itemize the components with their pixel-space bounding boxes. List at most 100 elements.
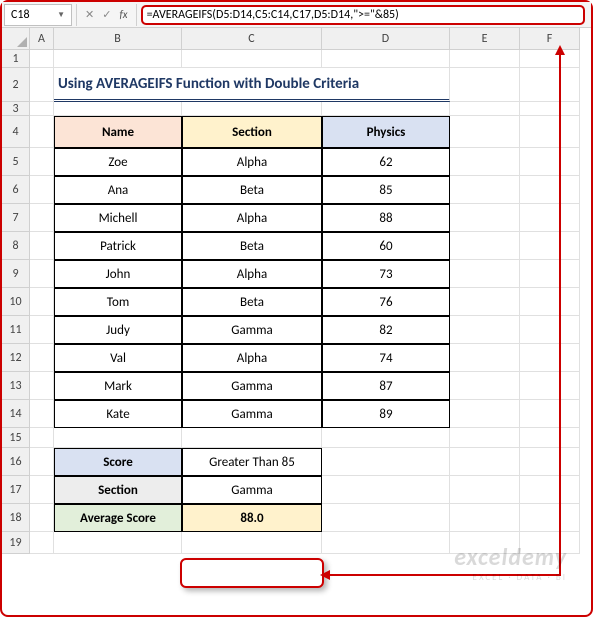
value-average[interactable]: 88.0 bbox=[182, 504, 322, 532]
row-header-15[interactable]: 15 bbox=[2, 428, 30, 448]
th-physics[interactable]: Physics bbox=[322, 116, 450, 148]
row-header-17[interactable]: 17 bbox=[2, 476, 30, 504]
td-physics[interactable]: 87 bbox=[322, 372, 450, 400]
row-header-8[interactable]: 8 bbox=[2, 232, 30, 260]
td-physics[interactable]: 88 bbox=[322, 204, 450, 232]
cell[interactable] bbox=[450, 288, 520, 316]
cell[interactable] bbox=[450, 50, 520, 68]
cell[interactable] bbox=[30, 232, 54, 260]
row-header-18[interactable]: 18 bbox=[2, 504, 30, 532]
td-name[interactable]: Judy bbox=[54, 316, 182, 344]
td-name[interactable]: Mark bbox=[54, 372, 182, 400]
cell[interactable] bbox=[30, 344, 54, 372]
cell[interactable] bbox=[520, 400, 580, 428]
cell[interactable] bbox=[30, 428, 54, 448]
td-name[interactable]: Zoe bbox=[54, 148, 182, 176]
cell[interactable] bbox=[322, 532, 450, 554]
cell[interactable] bbox=[30, 102, 54, 116]
cell[interactable] bbox=[450, 260, 520, 288]
cell[interactable] bbox=[54, 50, 182, 68]
td-physics[interactable]: 73 bbox=[322, 260, 450, 288]
cell[interactable] bbox=[450, 504, 520, 532]
accept-icon[interactable]: ✓ bbox=[102, 8, 111, 21]
row-header-3[interactable]: 3 bbox=[2, 102, 30, 116]
td-name[interactable]: Val bbox=[54, 344, 182, 372]
label-average[interactable]: Average Score bbox=[54, 504, 182, 532]
cell[interactable] bbox=[30, 316, 54, 344]
fx-icon[interactable]: fx bbox=[119, 8, 127, 21]
cell[interactable] bbox=[30, 176, 54, 204]
cell[interactable] bbox=[520, 232, 580, 260]
cell[interactable] bbox=[322, 102, 450, 116]
cell[interactable] bbox=[30, 204, 54, 232]
cell[interactable] bbox=[450, 400, 520, 428]
cell[interactable] bbox=[520, 448, 580, 476]
cell[interactable] bbox=[30, 476, 54, 504]
cell[interactable] bbox=[450, 204, 520, 232]
cell[interactable] bbox=[450, 116, 520, 148]
col-header-D[interactable]: D bbox=[322, 28, 450, 50]
cell[interactable] bbox=[182, 102, 322, 116]
cell[interactable] bbox=[450, 428, 520, 448]
cell[interactable] bbox=[30, 400, 54, 428]
cell[interactable] bbox=[450, 532, 520, 554]
cell[interactable] bbox=[322, 428, 450, 448]
cell[interactable] bbox=[54, 102, 182, 116]
cell[interactable] bbox=[30, 372, 54, 400]
cell[interactable] bbox=[322, 50, 450, 68]
cell[interactable] bbox=[520, 288, 580, 316]
label-section[interactable]: Section bbox=[54, 476, 182, 504]
cell[interactable] bbox=[30, 288, 54, 316]
row-header-6[interactable]: 6 bbox=[2, 176, 30, 204]
td-section[interactable]: Alpha bbox=[182, 204, 322, 232]
td-physics[interactable]: 89 bbox=[322, 400, 450, 428]
cell[interactable] bbox=[450, 372, 520, 400]
cells-container[interactable]: Using AVERAGEIFS Function with Double Cr… bbox=[30, 50, 591, 554]
cell[interactable] bbox=[520, 372, 580, 400]
cell[interactable] bbox=[520, 476, 580, 504]
name-box-dropdown-icon[interactable]: ▼ bbox=[57, 10, 65, 20]
cell[interactable] bbox=[450, 68, 520, 102]
td-name[interactable]: Michell bbox=[54, 204, 182, 232]
td-section[interactable]: Beta bbox=[182, 176, 322, 204]
td-name[interactable]: Ana bbox=[54, 176, 182, 204]
cancel-icon[interactable]: ✕ bbox=[85, 8, 94, 21]
cell[interactable] bbox=[322, 504, 450, 532]
cell[interactable] bbox=[450, 102, 520, 116]
cell[interactable] bbox=[30, 260, 54, 288]
cell[interactable] bbox=[30, 148, 54, 176]
td-section[interactable]: Alpha bbox=[182, 148, 322, 176]
td-physics[interactable]: 82 bbox=[322, 316, 450, 344]
cell[interactable] bbox=[30, 504, 54, 532]
td-section[interactable]: Gamma bbox=[182, 372, 322, 400]
cell[interactable] bbox=[30, 116, 54, 148]
select-all-triangle[interactable] bbox=[2, 28, 30, 50]
th-section[interactable]: Section bbox=[182, 116, 322, 148]
col-header-E[interactable]: E bbox=[450, 28, 520, 50]
cell[interactable] bbox=[54, 428, 182, 448]
row-header-14[interactable]: 14 bbox=[2, 400, 30, 428]
td-physics[interactable]: 76 bbox=[322, 288, 450, 316]
label-score[interactable]: Score bbox=[54, 448, 182, 476]
td-physics[interactable]: 62 bbox=[322, 148, 450, 176]
cell[interactable] bbox=[520, 428, 580, 448]
cell[interactable] bbox=[450, 344, 520, 372]
row-header-12[interactable]: 12 bbox=[2, 344, 30, 372]
name-box[interactable]: C18 ▼ bbox=[4, 4, 72, 26]
td-name[interactable]: John bbox=[54, 260, 182, 288]
row-header-11[interactable]: 11 bbox=[2, 316, 30, 344]
cell[interactable] bbox=[520, 176, 580, 204]
cell[interactable] bbox=[520, 148, 580, 176]
cell[interactable] bbox=[520, 50, 580, 68]
cell[interactable] bbox=[450, 148, 520, 176]
cell[interactable] bbox=[450, 476, 520, 504]
cell[interactable] bbox=[30, 448, 54, 476]
row-header-16[interactable]: 16 bbox=[2, 448, 30, 476]
cell[interactable] bbox=[30, 532, 54, 554]
td-physics[interactable]: 85 bbox=[322, 176, 450, 204]
value-score[interactable]: Greater Than 85 bbox=[182, 448, 322, 476]
td-section[interactable]: Beta bbox=[182, 232, 322, 260]
col-header-A[interactable]: A bbox=[30, 28, 54, 50]
td-name[interactable]: Tom bbox=[54, 288, 182, 316]
cell[interactable] bbox=[520, 344, 580, 372]
